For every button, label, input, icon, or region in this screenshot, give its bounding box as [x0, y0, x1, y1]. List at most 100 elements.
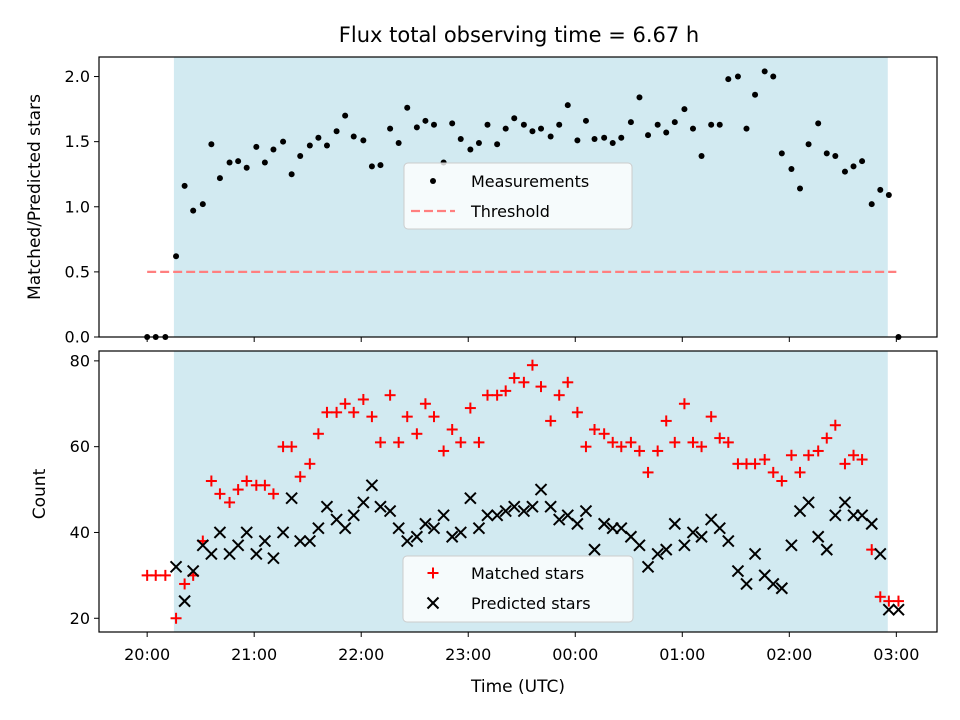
predicted-star-point	[552, 513, 566, 526]
predicted-star-point	[597, 517, 611, 531]
measurement-point	[243, 164, 250, 171]
matched-star-point	[767, 466, 779, 478]
measurement-point	[457, 136, 464, 143]
predicted-star-point	[454, 526, 467, 539]
legend-plus	[427, 567, 439, 579]
predicted-star-point	[517, 504, 531, 518]
measurement-point	[556, 121, 563, 128]
y-tick-label: 2.0	[65, 67, 90, 86]
x-tick-label: 03:00	[873, 645, 919, 664]
x-tick-label: 00:00	[552, 645, 598, 664]
matched-star-point	[776, 475, 788, 487]
predicted-star-point	[641, 560, 655, 573]
matched-star-point	[883, 595, 895, 607]
matched-star-point	[607, 436, 619, 448]
predicted-star-point	[392, 521, 405, 535]
matched-star-point	[633, 445, 645, 457]
predicted-star-point	[472, 521, 486, 535]
predicted-star-point	[731, 564, 745, 578]
measurement-point	[190, 207, 197, 214]
predicted-star-point	[490, 509, 504, 522]
predicted-star-point	[481, 509, 494, 522]
measurement-point	[323, 142, 330, 149]
y-tick-label: 0.0	[65, 328, 90, 347]
predicted-star-point	[838, 496, 852, 509]
measurement-point	[181, 182, 188, 189]
x-tick-label: 20:00	[124, 645, 170, 664]
measurement-point	[511, 115, 518, 122]
matched-star-point	[411, 428, 423, 440]
legend-label-predicted: Predicted stars	[471, 594, 591, 613]
measurement-point	[475, 139, 482, 146]
predicted-star-point	[464, 491, 477, 505]
measurement-point	[253, 143, 260, 150]
matched-legend-marker	[427, 567, 439, 579]
matched-star-point	[829, 419, 841, 431]
matched-star-point	[669, 436, 681, 448]
legend-label-measurements: Measurements	[471, 172, 589, 191]
measurement-point	[752, 91, 759, 98]
predicted-star-point	[258, 534, 272, 548]
matched-star-point	[214, 488, 226, 500]
measurement-point	[761, 68, 768, 75]
measurement-point	[832, 152, 839, 159]
predicted-star-point	[250, 547, 263, 561]
predicted-star-point	[293, 534, 307, 548]
predicted-star-point	[740, 577, 753, 591]
matched-star-point	[159, 569, 171, 581]
measurement-point	[582, 117, 589, 124]
matched-star-point	[714, 432, 726, 444]
predicted-star-point	[633, 539, 646, 552]
measurement-point	[520, 121, 527, 128]
predicted-star-point	[285, 491, 298, 505]
measurement-point	[413, 124, 420, 131]
predicted-star-point	[231, 539, 245, 552]
measurement-point	[574, 137, 581, 144]
y-axis-label: Matched/Predicted stars	[25, 94, 45, 300]
matched-star-point	[508, 372, 520, 384]
matched-star-point	[642, 466, 654, 478]
measurement-points	[144, 68, 902, 340]
predicted-star-point	[205, 547, 218, 561]
measurement-point	[494, 141, 501, 148]
matched-star-point	[759, 454, 771, 466]
measurement-point	[208, 141, 215, 148]
measurement-point	[770, 73, 777, 80]
matched-star-point	[339, 398, 351, 410]
measurement-point	[645, 132, 652, 139]
predicted-star-point	[767, 577, 780, 591]
y-axis-ticks: 20 40 60 80	[70, 351, 99, 628]
matched-star-point	[545, 415, 557, 427]
predicted-star-point	[213, 526, 227, 539]
predicted-star-point	[374, 500, 387, 513]
y-tick-label: 60	[70, 437, 90, 456]
measurement-point	[698, 152, 705, 159]
measurement-point	[725, 76, 732, 83]
matched-star-point	[500, 385, 512, 397]
matched-star-point	[491, 389, 503, 401]
legend-cross	[426, 596, 440, 610]
matched-star-point	[232, 484, 244, 496]
predicted-star-point	[303, 534, 317, 548]
matched-star-point	[839, 458, 851, 470]
matched-star-point	[224, 496, 236, 508]
matched-star-point	[428, 411, 440, 423]
matched-star-point	[259, 479, 271, 491]
matched-star-point	[678, 398, 690, 410]
y-tick-label: 80	[70, 351, 90, 370]
predicted-star-point	[499, 504, 512, 518]
measurement-point	[609, 139, 616, 146]
predicted-star-point	[365, 479, 379, 492]
x-axis-label: Time (UTC)	[470, 677, 565, 697]
matched-star-point	[794, 466, 806, 478]
predicted-star-point	[820, 543, 833, 556]
predicted-star-point	[748, 547, 762, 561]
predicted-star-point	[686, 526, 700, 539]
measurement-point	[173, 253, 180, 260]
predicted-star-point	[169, 560, 183, 573]
measurement-point	[529, 128, 536, 135]
predicted-star-point	[829, 509, 842, 522]
predicted-star-point	[882, 603, 896, 616]
measurement-point	[708, 121, 715, 128]
measurement-point	[430, 121, 437, 128]
